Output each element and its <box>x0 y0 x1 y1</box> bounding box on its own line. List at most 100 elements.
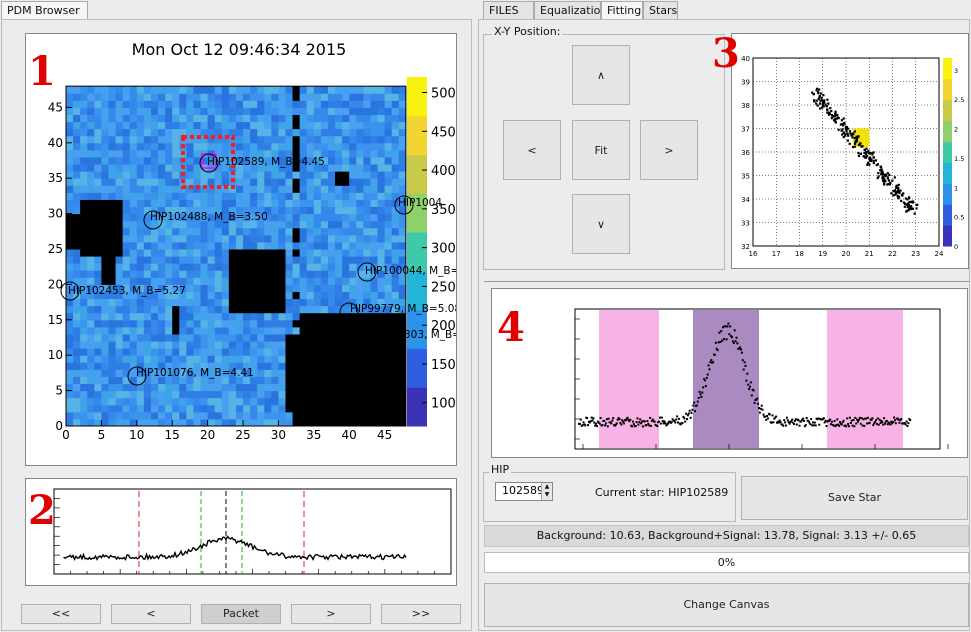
move-right-button[interactable]: > <box>640 120 698 180</box>
tab-equalization[interactable]: Equalization <box>534 1 607 19</box>
track-y-tick-label: 39 <box>741 79 750 87</box>
track-point <box>847 134 850 137</box>
tab-fitting[interactable]: Fitting <box>601 1 643 21</box>
first-button[interactable]: << <box>21 604 101 624</box>
track-point <box>851 136 854 139</box>
next-button[interactable]: > <box>291 604 371 624</box>
fit-point <box>794 419 796 422</box>
fit-point <box>748 388 751 391</box>
fit-point <box>593 421 596 424</box>
track-point <box>836 114 839 117</box>
detector-map-canvas[interactable]: Mon Oct 12 09:46:34 2015 0 5 10 15 20 25 30 35 4… <box>25 33 470 466</box>
track-point <box>894 190 897 194</box>
track-point <box>893 189 897 192</box>
track-x-tick-label: 23 <box>911 250 920 258</box>
track-point <box>886 177 889 180</box>
last-button[interactable]: >> <box>381 604 461 624</box>
prev-button[interactable]: < <box>111 604 191 624</box>
fit-point <box>775 415 778 418</box>
tab-stars[interactable]: Stars <box>643 1 678 19</box>
fit-point <box>907 422 910 425</box>
fit-point <box>725 338 728 341</box>
track-point <box>817 92 820 95</box>
track-point <box>877 172 880 175</box>
fit-point <box>850 419 853 422</box>
track-point <box>874 159 877 162</box>
track-point <box>848 130 852 133</box>
track-canvas[interactable]: 16 17 18 19 20 21 22 23 24 32 33 34 35 36 37 38 39 40 0 0.5… <box>731 33 969 269</box>
fit-point <box>813 421 816 424</box>
fit-canvas[interactable] <box>491 288 968 458</box>
hip-spinbox[interactable]: ▲ ▼ <box>495 482 553 501</box>
light-curve-canvas[interactable] <box>25 478 457 586</box>
track-x-tick-label: 18 <box>795 250 804 258</box>
track-svg[interactable]: 16 17 18 19 20 21 22 23 2432333435363738394000.5… <box>732 34 968 268</box>
fit-point <box>839 421 841 424</box>
fit-point <box>703 378 706 381</box>
fit-point <box>628 420 631 423</box>
track-colorbar-label: 2 <box>954 126 958 134</box>
track-point <box>822 105 825 108</box>
move-left-button[interactable]: < <box>503 120 561 180</box>
packet-button[interactable]: Packet <box>201 604 281 624</box>
fit-point <box>865 417 868 420</box>
fit-button[interactable]: Fit <box>572 120 630 180</box>
track-point <box>818 88 821 91</box>
colorbar-tick-label: 150 <box>431 358 456 373</box>
fit-point <box>795 423 798 426</box>
track-point <box>857 143 860 146</box>
fit-point <box>833 420 836 422</box>
fit-point <box>621 419 624 422</box>
fit-point <box>604 424 607 427</box>
move-down-button[interactable]: ∨ <box>572 194 630 254</box>
tab-pdm-browser[interactable]: PDM Browser <box>1 1 88 21</box>
track-point <box>911 207 914 210</box>
spin-down-icon[interactable]: ▼ <box>544 491 550 498</box>
track-point <box>846 127 849 130</box>
colorbar-tick-label: 300 <box>431 242 456 257</box>
fit-point <box>871 417 874 420</box>
fit-point <box>603 420 606 422</box>
hip-number-input[interactable] <box>496 483 546 498</box>
track-point <box>880 166 883 169</box>
track-point <box>864 153 868 156</box>
spin-up-icon[interactable]: ▲ <box>544 483 550 490</box>
detector-map-svg[interactable]: Mon Oct 12 09:46:34 2015 0 5 10 15 20 25 30 35 4… <box>26 34 470 465</box>
tab-files[interactable]: FILES <box>483 1 534 19</box>
fit-status-text: Background: 10.63, Background+Signal: 13… <box>484 525 969 547</box>
colorbar-tick-label: 200 <box>431 319 456 334</box>
x-tick-label: 25 <box>235 428 250 442</box>
track-point <box>819 107 822 110</box>
track-point <box>846 132 849 135</box>
fit-point <box>718 331 721 334</box>
fit-point <box>696 400 699 403</box>
fit-point <box>722 338 725 341</box>
fit-svg[interactable] <box>492 289 967 457</box>
change-canvas-button[interactable]: Change Canvas <box>484 583 969 627</box>
fit-point <box>734 340 737 343</box>
colorbar-tick-label: 350 <box>431 203 456 218</box>
light-curve-svg[interactable] <box>26 479 456 585</box>
fit-point <box>693 401 696 404</box>
fit-point <box>612 417 615 420</box>
colorbar-tick-label: 500 <box>431 87 456 102</box>
save-star-button[interactable]: Save Star <box>741 476 968 520</box>
track-point <box>886 172 890 175</box>
fit-point <box>719 340 722 343</box>
fit-point <box>767 417 769 420</box>
fit-point <box>877 423 880 426</box>
track-point <box>839 123 842 126</box>
fit-point <box>722 326 724 329</box>
fit-point <box>627 419 630 422</box>
track-point <box>857 152 860 155</box>
track-point <box>896 191 899 194</box>
spin-arrows[interactable]: ▲ ▼ <box>541 483 552 500</box>
fit-point <box>688 409 691 412</box>
track-point <box>813 99 816 102</box>
track-point <box>813 100 816 103</box>
track-y-tick-label: 38 <box>741 102 750 110</box>
lc-frame <box>53 488 452 575</box>
fit-point <box>733 329 736 332</box>
fit-point <box>883 417 886 420</box>
move-up-button[interactable]: ∧ <box>572 45 630 105</box>
